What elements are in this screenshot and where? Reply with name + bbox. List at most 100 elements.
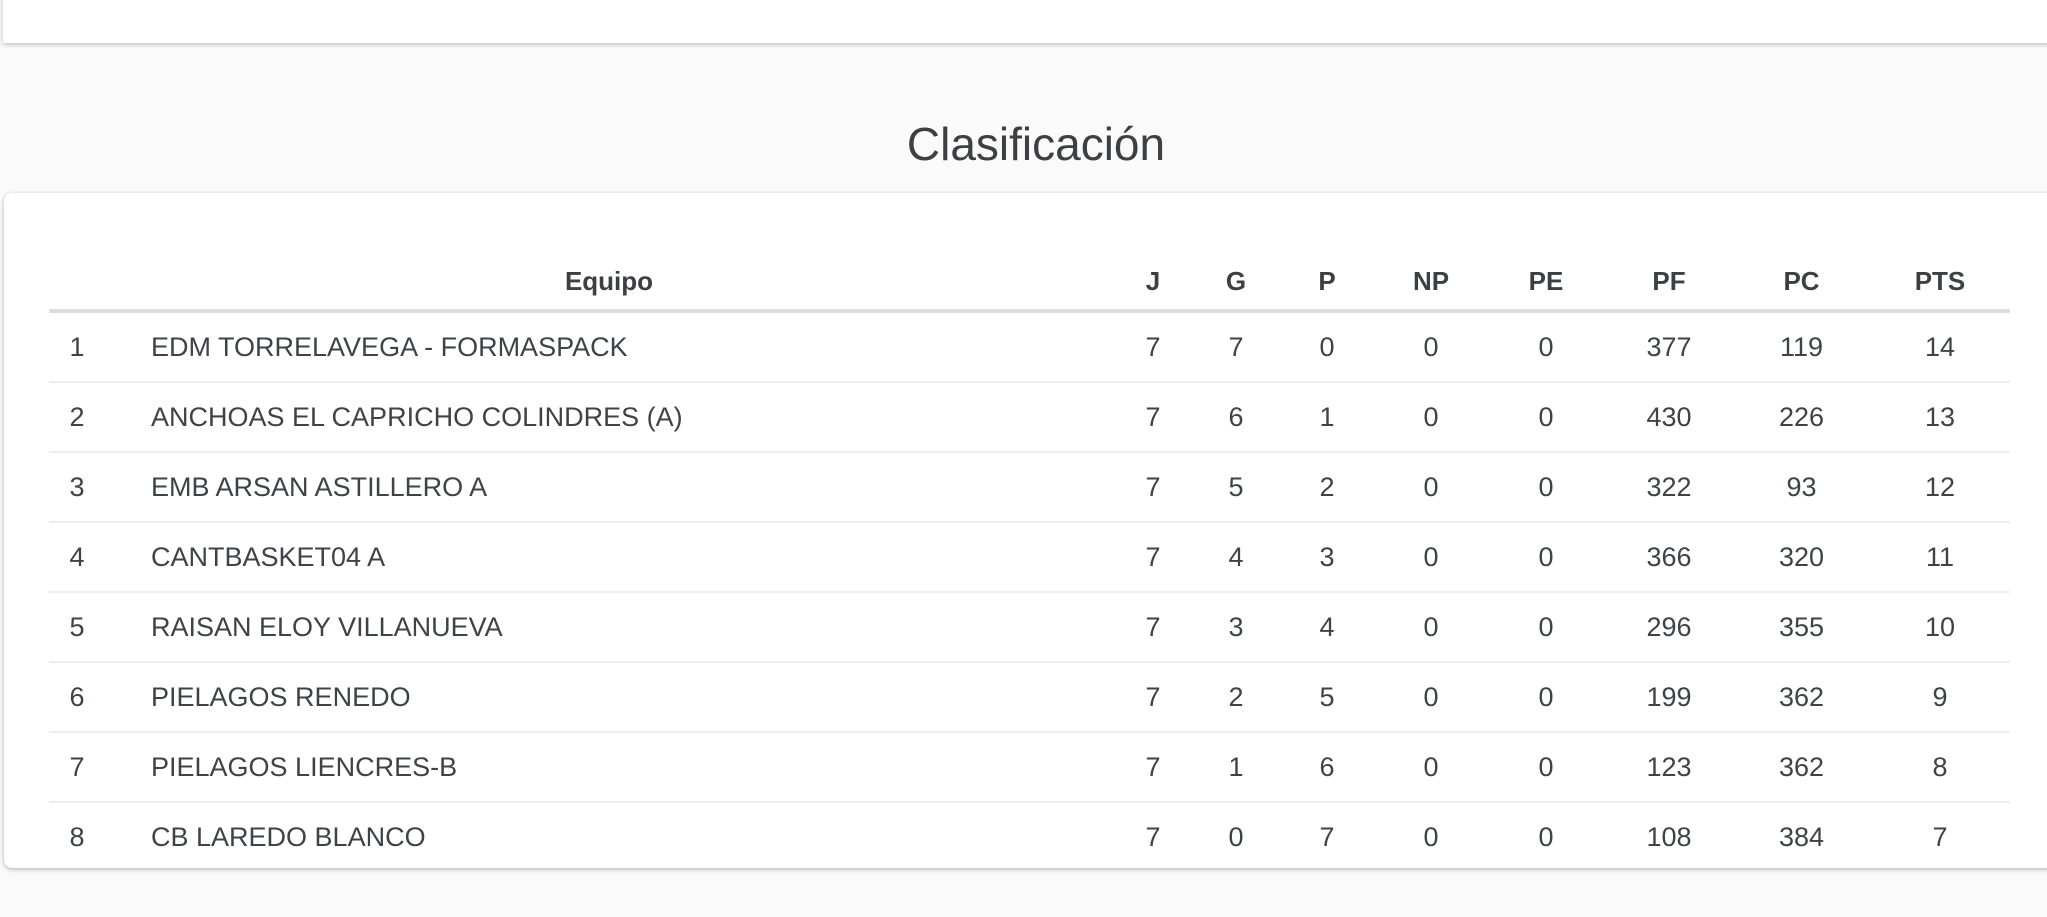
stat-cell-pf: 322	[1605, 452, 1733, 523]
team-cell: ANCHOAS EL CAPRICHO COLINDRES (A)	[105, 382, 1113, 453]
stat-cell-pf: 377	[1605, 311, 1733, 383]
stat-cell-p: 2	[1279, 452, 1375, 523]
stat-cell-pts: 12	[1870, 452, 2010, 523]
standings-table-wrap: Equipo J G P NP PE PF PC PTS 1 EDM TORRELAVEGA - …	[4, 193, 2047, 871]
column-header-pf: PF	[1605, 193, 1733, 313]
stat-cell-p: 5	[1279, 662, 1375, 733]
stat-cell-pc: 362	[1733, 662, 1870, 733]
stat-cell-pf: 430	[1605, 382, 1733, 453]
team-cell: PIELAGOS RENEDO	[105, 662, 1113, 733]
column-header-pc: PC	[1733, 193, 1870, 313]
stat-cell-p: 3	[1279, 522, 1375, 593]
stat-cell-g: 7	[1193, 311, 1279, 383]
stat-cell-g: 0	[1228, 821, 1244, 852]
stat-cell-g: 6	[1193, 382, 1279, 453]
stat-cell-pe: 0	[1487, 592, 1605, 663]
stat-cell-j: 7	[1113, 592, 1193, 663]
standings-header-row: Equipo J G P NP PE PF PC PTS	[49, 193, 2010, 313]
stat-cell-pf: 366	[1605, 522, 1733, 593]
standings-body: 1 EDM TORRELAVEGA - FORMASPACK 7 7 0 0 0 377 119…	[49, 311, 2010, 871]
stat-cell-pts: 13	[1870, 382, 2010, 453]
column-header-pe: PE	[1487, 193, 1605, 313]
stat-cell-pf: 108	[1646, 821, 1692, 852]
stat-cell-pf: 199	[1605, 662, 1733, 733]
stat-cell-pc: 119	[1733, 311, 1870, 383]
stat-cell-pc: 320	[1733, 522, 1870, 593]
stat-cell-pts: 14	[1870, 311, 2010, 383]
column-header-j: J	[1113, 193, 1193, 313]
stat-cell-pe: 0	[1487, 522, 1605, 593]
stat-cell-pc: 226	[1733, 382, 1870, 453]
stat-cell-g: 2	[1193, 662, 1279, 733]
standings-row: 5 RAISAN ELOY VILLANUEVA 7 3 4 0 0 296 355 10	[49, 592, 2010, 663]
stat-cell-pe: 0	[1487, 732, 1605, 803]
rank-cell: 7	[49, 732, 105, 803]
standings-card: Equipo J G P NP PE PF PC PTS 1 EDM TORRELAVEGA - …	[4, 193, 2047, 868]
stat-cell-pc: 362	[1733, 732, 1870, 803]
stat-cell-pts: 8	[1870, 732, 2010, 803]
stat-cell-j: 7	[1113, 662, 1193, 733]
stat-cell-pe: 0	[1487, 452, 1605, 523]
stat-cell-pf: 123	[1605, 732, 1733, 803]
stat-cell-np: 0	[1375, 592, 1487, 663]
standings-row: 4 CANTBASKET04 A 7 4 3 0 0 366 320 11	[49, 522, 2010, 593]
team-cell: PIELAGOS LIENCRES-B	[105, 732, 1113, 803]
team-cell: RAISAN ELOY VILLANUEVA	[105, 592, 1113, 663]
stat-cell-np: 0	[1375, 732, 1487, 803]
stat-cell-pc: 355	[1733, 592, 1870, 663]
stat-cell-np: 0	[1375, 522, 1487, 593]
rank-cell: 1	[49, 311, 105, 383]
rank-cell: 2	[49, 382, 105, 453]
scrolled-card-bottom-edge	[3, 0, 2047, 43]
stat-cell-p: 0	[1279, 311, 1375, 383]
stat-cell-p: 7	[1319, 821, 1335, 852]
stat-cell-g: 3	[1193, 592, 1279, 663]
stat-cell-p: 6	[1279, 732, 1375, 803]
stat-cell-j: 7	[1113, 452, 1193, 523]
team-cell: CB LAREDO BLANCO	[151, 821, 426, 852]
stat-cell-np: 0	[1375, 382, 1487, 453]
stat-cell-pe: 0	[1487, 311, 1605, 383]
standings-table: Equipo J G P NP PE PF PC PTS 1 EDM TORRELAVEGA - …	[49, 193, 2010, 871]
stat-cell-j: 7	[1145, 821, 1161, 852]
standings-row: 3 EMB ARSAN ASTILLERO A 7 5 2 0 0 322 93 12	[49, 452, 2010, 523]
stat-cell-p: 4	[1279, 592, 1375, 663]
standings-row: 2 ANCHOAS EL CAPRICHO COLINDRES (A) 7 6 1 0 0 4…	[49, 382, 2010, 453]
stat-cell-np: 0	[1375, 662, 1487, 733]
team-cell: EMB ARSAN ASTILLERO A	[105, 452, 1113, 523]
stat-cell-pe: 0	[1538, 821, 1554, 852]
standings-row: 7 PIELAGOS LIENCRES-B 7 1 6 0 0 123 362 8	[49, 732, 2010, 803]
stat-cell-j: 7	[1113, 522, 1193, 593]
stat-cell-g: 1	[1193, 732, 1279, 803]
standings-header: Equipo J G P NP PE PF PC PTS	[49, 193, 2010, 313]
stat-cell-pts: 7	[1932, 821, 1948, 852]
stat-cell-pf: 296	[1605, 592, 1733, 663]
rank-cell: 4	[49, 522, 105, 593]
column-header-g: G	[1193, 193, 1279, 313]
stat-cell-j: 7	[1113, 382, 1193, 453]
column-header-pts: PTS	[1870, 193, 2010, 313]
stat-cell-pe: 0	[1487, 382, 1605, 453]
stat-cell-np: 0	[1375, 311, 1487, 383]
stat-cell-pc: 93	[1733, 452, 1870, 523]
rank-cell: 5	[49, 592, 105, 663]
stat-cell-pts: 11	[1870, 522, 2010, 593]
rank-cell: 6	[49, 662, 105, 733]
column-header-rank	[49, 193, 105, 313]
stat-cell-g: 5	[1193, 452, 1279, 523]
stat-cell-pts: 9	[1870, 662, 2010, 733]
column-header-team: Equipo	[105, 193, 1113, 313]
team-cell: EDM TORRELAVEGA - FORMASPACK	[105, 311, 1113, 383]
page-title: Clasificación	[906, 118, 1166, 170]
stat-cell-g: 4	[1193, 522, 1279, 593]
rank-cell: 8	[69, 821, 85, 852]
standings-row: 1 EDM TORRELAVEGA - FORMASPACK 7 7 0 0 0 377 119…	[49, 311, 2010, 383]
stat-cell-np: 0	[1375, 452, 1487, 523]
team-cell: CANTBASKET04 A	[105, 522, 1113, 593]
stat-cell-pe: 0	[1487, 662, 1605, 733]
stat-cell-p: 1	[1279, 382, 1375, 453]
stat-cell-j: 7	[1113, 732, 1193, 803]
stat-cell-pts: 10	[1870, 592, 2010, 663]
stat-cell-pc: 384	[1778, 821, 1825, 852]
